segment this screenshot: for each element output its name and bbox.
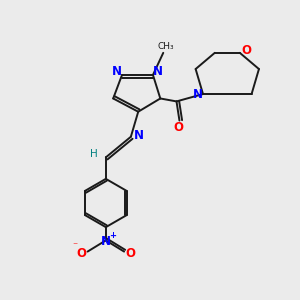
Text: +: + <box>109 231 116 240</box>
Text: N: N <box>134 129 144 142</box>
Text: CH₃: CH₃ <box>158 42 175 51</box>
Text: N: N <box>101 236 111 248</box>
Text: O: O <box>241 44 251 57</box>
Text: N: N <box>193 88 203 100</box>
Text: ⁻: ⁻ <box>73 241 78 251</box>
Text: N: N <box>153 65 163 79</box>
Text: H: H <box>90 149 98 159</box>
Text: O: O <box>173 122 183 134</box>
Text: O: O <box>126 247 136 260</box>
Text: N: N <box>112 65 122 79</box>
Text: O: O <box>76 247 86 260</box>
